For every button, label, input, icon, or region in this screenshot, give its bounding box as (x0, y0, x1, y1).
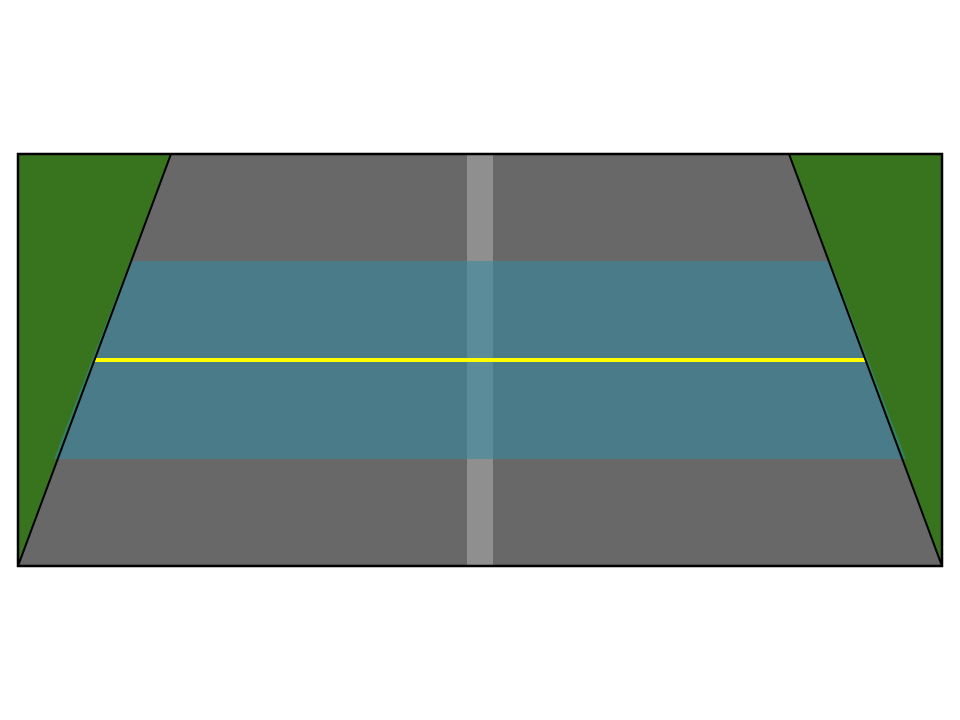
road-edge-right (788, 153, 943, 567)
frame-border (16, 152, 944, 568)
road-edge-left (17, 153, 172, 567)
